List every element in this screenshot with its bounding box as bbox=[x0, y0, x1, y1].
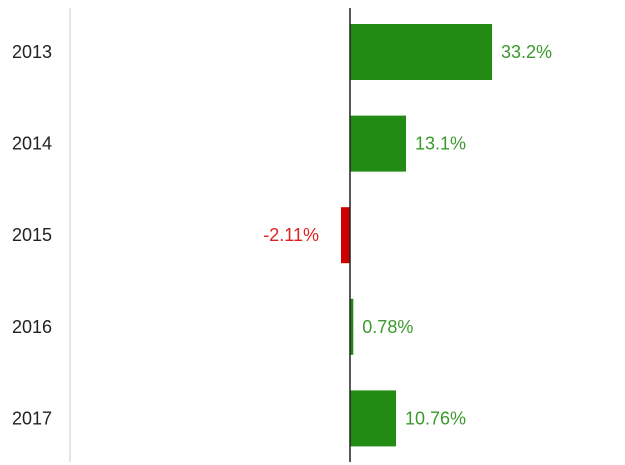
value-label-2014: 13.1% bbox=[415, 134, 466, 154]
bar-2013 bbox=[350, 24, 492, 80]
value-label-2017: 10.76% bbox=[405, 408, 466, 428]
bar-2015 bbox=[341, 207, 350, 264]
bar-2017 bbox=[350, 390, 396, 447]
bars-layer bbox=[341, 24, 492, 447]
value-label-2015: -2.11% bbox=[263, 225, 319, 245]
bar-2016 bbox=[350, 298, 354, 355]
category-label-2013: 2013 bbox=[12, 42, 52, 62]
category-label-2016: 2016 bbox=[12, 317, 52, 337]
category-label-2015: 2015 bbox=[12, 225, 52, 245]
category-label-2014: 2014 bbox=[12, 134, 52, 154]
value-label-2016: 0.78% bbox=[362, 317, 413, 337]
bar-2014 bbox=[350, 115, 406, 172]
labels-layer: 2013 33.2% 2014 13.1% 2015 -2.11% 2016 0.78% 201… bbox=[12, 42, 552, 428]
category-label-2017: 2017 bbox=[12, 408, 52, 428]
value-label-2013: 33.2% bbox=[501, 42, 552, 62]
